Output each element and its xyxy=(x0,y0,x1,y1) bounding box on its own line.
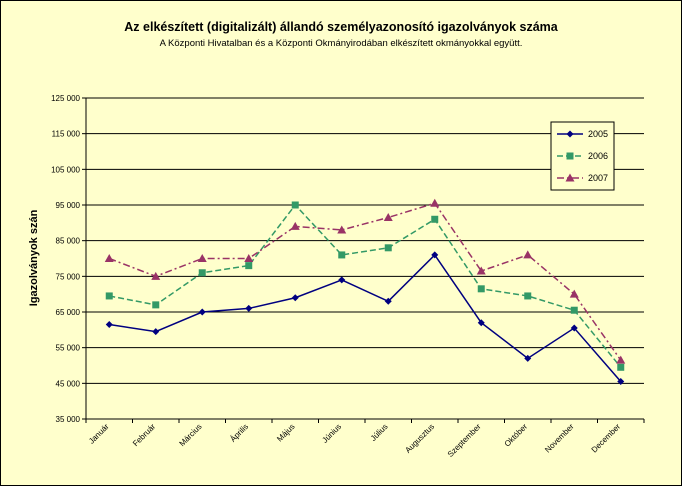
data-point-diamond xyxy=(338,276,346,284)
x-tick-label: Március xyxy=(177,422,203,448)
y-tick-label: 105 000 xyxy=(51,165,80,174)
data-point-diamond xyxy=(105,320,113,328)
y-tick-label: 75 000 xyxy=(56,272,81,281)
y-tick-label: 125 000 xyxy=(51,94,80,103)
x-tick-label: Szeptember xyxy=(446,422,483,459)
data-point-triangle xyxy=(523,250,533,259)
data-point-triangle xyxy=(244,254,254,262)
data-point-diamond xyxy=(291,294,299,302)
data-point-triangle xyxy=(565,173,575,182)
data-point-square xyxy=(524,292,532,300)
data-point-square xyxy=(431,215,439,223)
data-point-triangle xyxy=(197,254,207,262)
data-point-diamond xyxy=(152,328,160,336)
data-point-square xyxy=(566,152,574,160)
y-tick-label: 85 000 xyxy=(56,237,81,246)
x-tick-label: Február xyxy=(131,422,157,448)
data-point-triangle xyxy=(569,289,579,298)
data-point-triangle xyxy=(104,254,114,262)
series-2007 xyxy=(104,198,626,364)
x-tick-label: Október xyxy=(503,422,530,449)
data-point-triangle xyxy=(290,221,300,230)
data-point-diamond xyxy=(431,251,439,259)
data-point-triangle xyxy=(337,225,347,234)
x-tick-label: Augusztus xyxy=(403,422,436,455)
data-point-diamond xyxy=(198,308,206,316)
legend-label: 2006 xyxy=(588,151,608,161)
series-2005 xyxy=(105,251,625,386)
data-point-square xyxy=(152,301,160,309)
y-tick-label: 35 000 xyxy=(56,415,81,424)
series-group xyxy=(104,198,626,386)
x-tick-label: Január xyxy=(87,422,111,446)
x-tick-label: Április xyxy=(228,422,250,444)
y-tick-label: 55 000 xyxy=(56,344,81,353)
chart-subtitle: A Központi Hivatalban és a Központi Okmá… xyxy=(160,38,523,49)
data-point-diamond xyxy=(570,324,578,332)
data-point-square xyxy=(105,292,113,300)
data-point-diamond xyxy=(566,130,574,138)
data-point-triangle xyxy=(151,271,161,280)
data-point-square xyxy=(617,363,625,371)
series-line-2005 xyxy=(109,253,622,383)
data-point-diamond xyxy=(524,354,532,362)
data-point-diamond xyxy=(617,378,625,386)
x-tick-label: Július xyxy=(369,422,390,443)
y-tick-label: 95 000 xyxy=(56,201,81,210)
legend-label: 2007 xyxy=(588,173,608,183)
series-line-2007 xyxy=(108,202,622,361)
y-tick-label: 115 000 xyxy=(52,130,81,139)
x-tick-label: November xyxy=(543,422,576,455)
data-point-diamond xyxy=(384,297,392,305)
y-tick-label: 65 000 xyxy=(56,308,81,317)
y-tick-label: 45 000 xyxy=(56,379,81,388)
data-point-triangle xyxy=(430,198,440,207)
legend: 2005 2006 2007 xyxy=(550,121,615,191)
data-point-diamond xyxy=(477,319,485,327)
series-line-2006 xyxy=(109,203,622,368)
x-tick-label: Május xyxy=(275,422,296,443)
y-axis-label: Igazolványok szán xyxy=(28,209,40,306)
chart-title: Az elkészített (digitalizált) állandó sz… xyxy=(124,20,558,34)
data-point-square xyxy=(570,306,578,314)
series-2006 xyxy=(105,201,625,371)
data-point-square xyxy=(477,285,485,293)
legend-label: 2005 xyxy=(588,129,608,139)
data-point-square xyxy=(245,262,253,270)
data-point-square xyxy=(338,251,346,259)
data-point-triangle xyxy=(476,266,486,275)
x-tick-label: Június xyxy=(320,422,343,445)
data-point-diamond xyxy=(245,304,253,312)
data-point-square xyxy=(384,244,392,252)
data-point-triangle xyxy=(616,355,626,364)
data-point-square xyxy=(291,201,299,209)
data-point-triangle xyxy=(383,212,393,221)
x-tick-label: December xyxy=(590,422,623,455)
data-point-square xyxy=(198,269,206,277)
